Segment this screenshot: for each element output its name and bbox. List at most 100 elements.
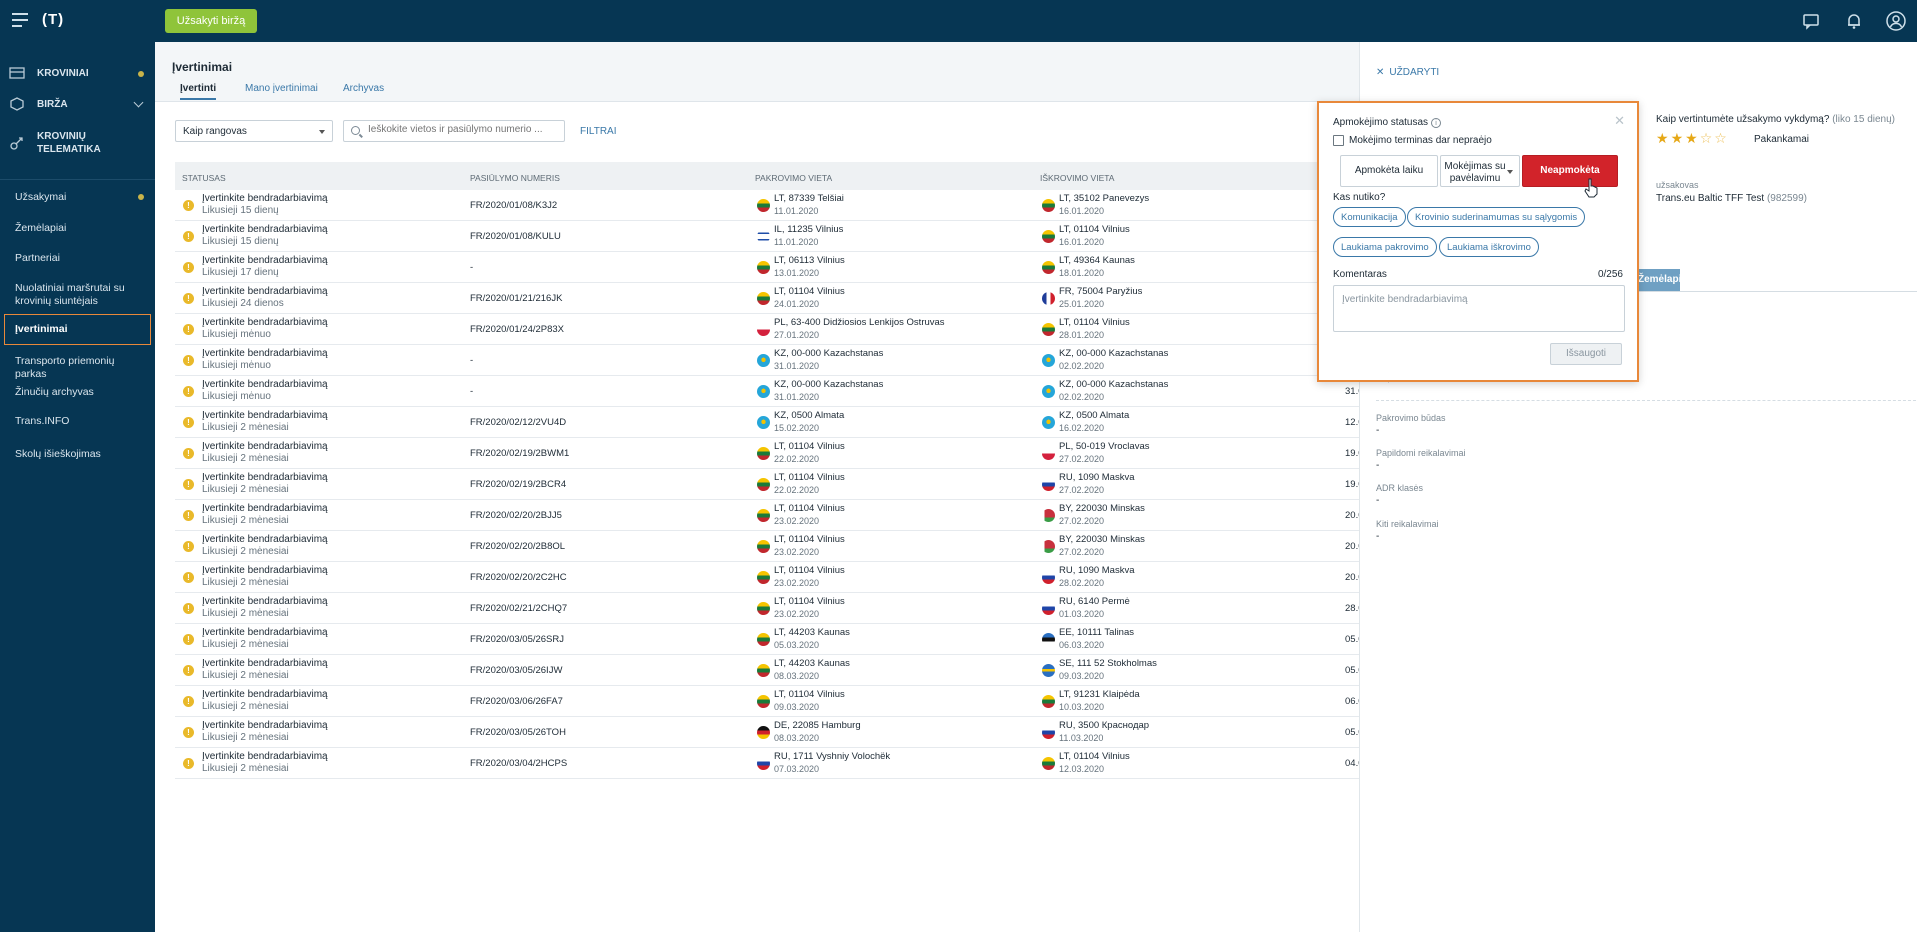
star-rating[interactable]: ★★★☆☆ (1656, 130, 1729, 147)
status-text[interactable]: Įvertinkite bendradarbiavimą (202, 472, 328, 483)
sidebar-item-trans-info[interactable]: Trans.INFO (15, 415, 70, 427)
status-text[interactable]: Įvertinkite bendradarbiavimą (202, 503, 328, 514)
page-title: Įvertinimai (172, 60, 233, 74)
app-logo[interactable]: (T) (42, 11, 65, 28)
table-row[interactable]: ! Įvertinkite bendradarbiavimą Likusieji 2… (175, 500, 1917, 531)
checkbox[interactable] (1333, 135, 1344, 146)
save-button[interactable]: Išsaugoti (1550, 343, 1622, 365)
table-row[interactable]: ! Įvertinkite bendradarbiavimą Likusieji 2… (175, 283, 1917, 314)
status-text[interactable]: Įvertinkite bendradarbiavimą (202, 317, 328, 328)
table-row[interactable]: ! Įvertinkite bendradarbiavimą Likusieji 2… (175, 717, 1917, 748)
star-icon[interactable]: ★ (1685, 130, 1700, 146)
table-row[interactable]: ! Įvertinkite bendradarbiavimą Likusieji 2… (175, 469, 1917, 500)
chat-icon[interactable] (1802, 12, 1820, 30)
filters-link[interactable]: FILTRAI (580, 126, 617, 137)
table-row[interactable]: ! Įvertinkite bendradarbiavimą Likusieji 2… (175, 686, 1917, 717)
column-header-loading-place[interactable]: PAKROVIMO VIETA (755, 173, 833, 183)
star-outline-icon[interactable]: ☆ (1714, 130, 1729, 146)
star-icon[interactable]: ★ (1670, 130, 1686, 146)
table-row[interactable]: ! Įvertinkite bendradarbiavimą Likusieji 2… (175, 531, 1917, 562)
loading-date: 15.02.2020 (774, 423, 820, 433)
status-text[interactable]: Įvertinkite bendradarbiavimą (202, 193, 328, 204)
status-text[interactable]: Įvertinkite bendradarbiavimą (202, 224, 328, 235)
loading-date: 08.03.2020 (774, 671, 820, 681)
country-flag-icon (1042, 664, 1055, 677)
status-text[interactable]: Įvertinkite bendradarbiavimą (202, 627, 328, 638)
unpaid-button[interactable]: Neapmokėta (1522, 155, 1618, 187)
role-select[interactable]: Kaip rangovas (175, 120, 333, 142)
status-text[interactable]: Įvertinkite bendradarbiavimą (202, 534, 328, 545)
loading-place: LT, 01104 Vilnius (774, 565, 845, 576)
star-icon[interactable]: ★ (1656, 130, 1671, 146)
table-row[interactable]: ! Įvertinkite bendradarbiavimą Likusieji 2… (175, 748, 1917, 779)
sidebar-item-zinuciu-archyvas[interactable]: Žinučių archyvas (15, 386, 94, 398)
chevron-down-icon[interactable] (133, 97, 144, 108)
late-payment-button[interactable]: Mokėjimas su pavėlavimu (1440, 155, 1520, 187)
table-row[interactable]: ! Įvertinkite bendradarbiavimą Likusieji 1… (175, 190, 1917, 221)
table-row[interactable]: ! Įvertinkite bendradarbiavimą Likusieji m… (175, 345, 1917, 376)
column-header-status[interactable]: STATUSAS (182, 173, 226, 183)
offer-number: FR/2020/02/21/2CHQ7 (470, 603, 568, 614)
tab-map[interactable]: Žemėlapis (1630, 269, 1687, 291)
country-flag-icon (757, 478, 770, 491)
status-text[interactable]: Įvertinkite bendradarbiavimą (202, 410, 328, 421)
table-row[interactable]: ! Įvertinkite bendradarbiavimą Likusieji m… (175, 314, 1917, 345)
close-panel-button[interactable]: ✕ UŽDARYTI (1376, 67, 1439, 78)
customer-name: Trans.eu Baltic TFF Test (1656, 193, 1765, 204)
menu-icon[interactable] (12, 13, 28, 27)
sidebar-item-kroviniai[interactable]: KROVINIAI (0, 66, 155, 86)
status-text[interactable]: Įvertinkite bendradarbiavimą (202, 286, 328, 297)
chip-waiting-loading[interactable]: Laukiama pakrovimo (1333, 237, 1437, 257)
column-header-unloading-place[interactable]: IŠKROVIMO VIETA (1040, 173, 1115, 183)
status-text[interactable]: Įvertinkite bendradarbiavimą (202, 255, 328, 266)
table-row[interactable]: ! Įvertinkite bendradarbiavimą Likusieji 1… (175, 252, 1917, 283)
info-icon[interactable]: i (1431, 118, 1442, 128)
status-text[interactable]: Įvertinkite bendradarbiavimą (202, 751, 328, 762)
tab-archyvas[interactable]: Archyvas (343, 83, 385, 94)
status-text[interactable]: Įvertinkite bendradarbiavimą (202, 658, 328, 669)
status-text[interactable]: Įvertinkite bendradarbiavimą (202, 348, 328, 359)
table-row[interactable]: ! Įvertinkite bendradarbiavimą Likusieji 2… (175, 562, 1917, 593)
country-flag-icon (757, 540, 770, 553)
table-row[interactable]: ! Įvertinkite bendradarbiavimą Likusieji 2… (175, 593, 1917, 624)
bell-icon[interactable] (1845, 12, 1863, 30)
paid-on-time-button[interactable]: Apmokėta laiku (1340, 155, 1438, 187)
search-input[interactable] (368, 124, 558, 135)
tab-mano-ivertinimai[interactable]: Mano įvertinimai (245, 83, 318, 94)
user-icon[interactable] (1886, 11, 1906, 31)
sidebar-item-skolu-isieskojimas[interactable]: Skolų išieškojimas (15, 448, 101, 460)
chip-communication[interactable]: Komunikacija (1333, 207, 1406, 227)
star-outline-icon[interactable]: ☆ (1699, 130, 1715, 146)
close-icon[interactable]: ✕ (1614, 113, 1625, 128)
sidebar-item-uzsakymai[interactable]: Užsakymai (15, 191, 67, 203)
status-text[interactable]: Įvertinkite bendradarbiavimą (202, 565, 328, 576)
sidebar-item-zemelapiai[interactable]: Žemėlapiai (15, 222, 67, 234)
sidebar-item-ivertinimai[interactable]: Įvertinimai (4, 314, 151, 345)
status-text[interactable]: Įvertinkite bendradarbiavimą (202, 379, 328, 390)
tab-ivertinti[interactable]: Įvertinti (180, 83, 217, 100)
column-header-offer-number[interactable]: PASIŪLYMO NUMERIS (470, 173, 560, 183)
sidebar-item-telematika[interactable]: KROVINIŲ TELEMATIKA (0, 130, 155, 160)
chip-waiting-unloading[interactable]: Laukiama iškrovimo (1439, 237, 1539, 257)
table-row[interactable]: ! Įvertinkite bendradarbiavimą Likusieji 2… (175, 438, 1917, 469)
status-text[interactable]: Įvertinkite bendradarbiavimą (202, 720, 328, 731)
offer-number: FR/2020/02/19/2BCR4 (470, 479, 567, 490)
sidebar-item-nuolatiniai-marsrutai[interactable]: Nuolatiniai maršrutai su krovinių siuntė… (15, 282, 125, 307)
status-text[interactable]: Įvertinkite bendradarbiavimą (202, 596, 328, 607)
sidebar-item-partneriai[interactable]: Partneriai (15, 252, 60, 264)
status-text[interactable]: Įvertinkite bendradarbiavimą (202, 689, 328, 700)
order-exchange-button[interactable]: Užsakyti biržą (165, 9, 257, 33)
sidebar-item-birza[interactable]: BIRŽA (0, 97, 155, 117)
chip-cargo-compliance[interactable]: Krovinio suderinamumas su sąlygomis (1407, 207, 1586, 227)
table-row[interactable]: ! Įvertinkite bendradarbiavimą Likusieji 1… (175, 221, 1917, 252)
offer-number: FR/2020/02/20/2B8OL (470, 541, 566, 552)
payment-term-checkbox[interactable]: Mokėjimo terminas dar nepraėjo (1333, 135, 1492, 146)
search-field[interactable] (343, 120, 565, 142)
sidebar-item-transporto-parkas[interactable]: Transporto priemonių parkas (15, 355, 115, 380)
table-row[interactable]: ! Įvertinkite bendradarbiavimą Likusieji 2… (175, 655, 1917, 686)
country-flag-icon (1042, 416, 1055, 429)
country-flag-icon (757, 447, 770, 460)
comment-textarea[interactable]: Įvertinkite bendradarbiavimą (1333, 285, 1625, 332)
chevron-down-icon (319, 130, 325, 134)
status-text[interactable]: Įvertinkite bendradarbiavimą (202, 441, 328, 452)
